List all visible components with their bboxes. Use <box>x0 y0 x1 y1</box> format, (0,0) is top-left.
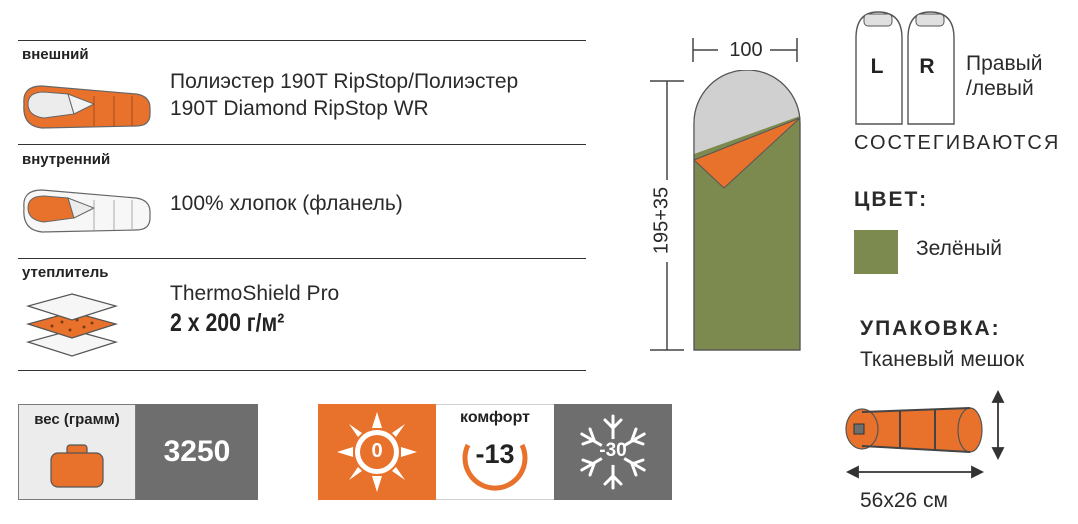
weight-value: 3250 <box>136 404 258 500</box>
insulation-density: 2 x 200 г/м² <box>170 309 285 337</box>
packing-bag-label: Тканевый мешок <box>860 348 1025 371</box>
comfort-ring-icon <box>462 443 528 491</box>
zip-sides-icon <box>855 11 955 125</box>
color-swatch <box>854 230 898 274</box>
packing-heading: УПАКОВКА: <box>860 317 1001 340</box>
sleeping-bag-diagram <box>693 70 801 351</box>
extreme-temp-panel: -30 <box>554 404 672 500</box>
inner-material-line1: 100% хлопок (фланель) <box>170 192 403 215</box>
insulation-name: ThermoShield Pro <box>170 282 340 305</box>
inner-bag-icon <box>23 189 151 233</box>
insulation-title: утеплитель <box>22 264 109 281</box>
divider-bottom <box>18 370 586 371</box>
snowflake-icon <box>580 414 646 490</box>
comfort-temp-value: -13 <box>475 439 515 469</box>
bag-length-label: 195+35 <box>650 186 673 255</box>
outer-material-line1: Полиэстер 190T RipStop/Полиэстер <box>170 70 519 93</box>
divider-top <box>18 40 586 41</box>
outer-title: внешний <box>22 46 89 63</box>
color-heading: ЦВЕТ: <box>854 188 929 211</box>
comfort-label: комфорт <box>460 409 530 426</box>
color-name: Зелёный <box>916 237 1003 260</box>
zip-caption: СОСТЕГИВАЮТСЯ <box>854 132 1061 154</box>
stuff-sack-icon <box>845 389 1005 479</box>
divider-3 <box>18 258 586 259</box>
comfort-temp-panel: комфорт -13 <box>436 404 554 500</box>
outer-bag-icon <box>23 85 151 129</box>
weight-label: вес (грамм) <box>34 411 120 428</box>
pack-size-label: 56x26 см <box>860 489 948 512</box>
weight-icon <box>50 444 104 488</box>
temperature-box: 0 комфорт -13 -30 <box>318 404 672 500</box>
zip-right-letter: R <box>919 55 935 78</box>
extreme-temp-value: -30 <box>599 440 627 461</box>
warm-temp-panel: 0 <box>318 404 436 500</box>
warm-temp-value: 0 <box>371 440 383 462</box>
weight-label-panel: вес (грамм) <box>18 404 136 500</box>
zip-side-label-2: /левый <box>966 77 1034 100</box>
dimension-lines <box>650 38 798 351</box>
outer-material-line2: 190T Diamond RipStop WR <box>170 97 429 120</box>
bag-width-label: 100 <box>729 39 763 61</box>
divider-2 <box>18 144 586 145</box>
inner-title: внутренний <box>22 151 111 168</box>
insulation-layers-icon <box>25 293 119 357</box>
zip-side-label-1: Правый <box>966 52 1043 75</box>
zip-left-letter: L <box>870 55 884 78</box>
sun-icon <box>337 412 417 492</box>
weight-box: вес (грамм) 3250 <box>18 404 258 500</box>
